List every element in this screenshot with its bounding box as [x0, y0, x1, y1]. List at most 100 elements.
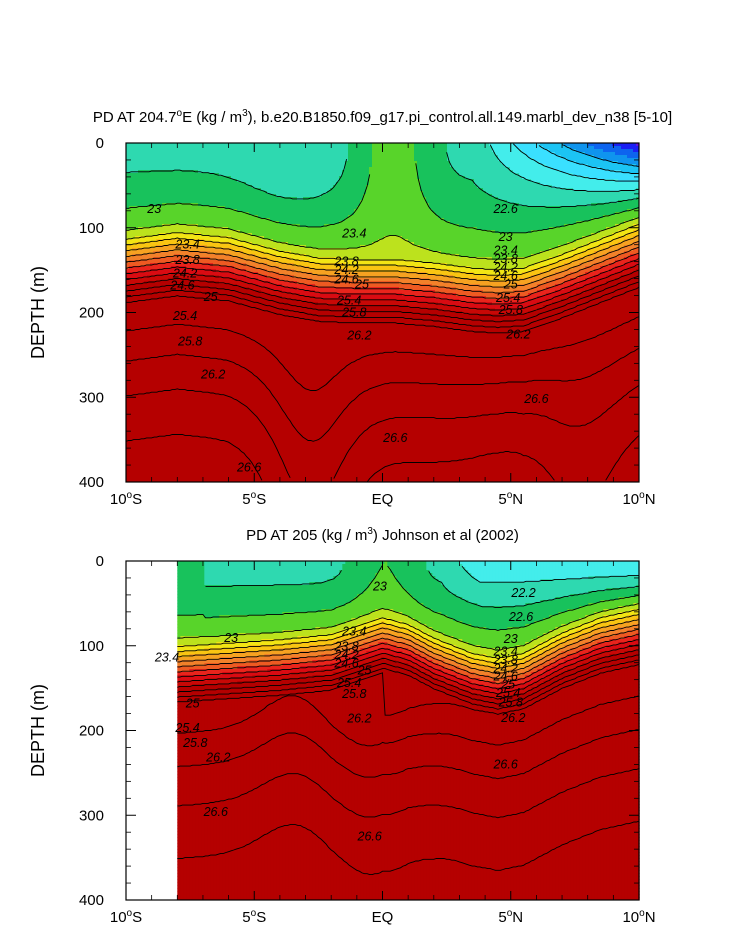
chart-title: PD AT 205 (kg / m3) Johnson et al (2002): [246, 526, 519, 544]
contour-line: [512, 143, 639, 182]
x-tick-number: EQ: [372, 491, 394, 508]
contour-label: 25: [503, 278, 518, 292]
contour-label: 24.6: [492, 669, 517, 683]
contour-line: [126, 385, 640, 479]
x-tick-number: 10: [622, 491, 639, 508]
x-tick-label: 5oN: [498, 490, 523, 508]
contour-line: [125, 252, 640, 300]
contour-label: 24.2: [492, 261, 517, 275]
contour-label: 22.2: [510, 586, 535, 600]
contour-panel-johnson: 22.222.62323.423.824.224.62525.425.826.2…: [28, 526, 656, 926]
x-tick-number: 5: [242, 909, 250, 926]
x-tick-hemisphere: N: [512, 491, 523, 508]
contour-label: 26.2: [500, 711, 525, 725]
contour-line: [126, 269, 640, 317]
x-tick-label: 5oS: [242, 490, 266, 508]
contour-line: [126, 347, 640, 442]
density-field: [177, 561, 640, 901]
x-tick-label: 10oN: [622, 908, 655, 926]
contour-line: [489, 144, 639, 192]
contour-label: 25: [354, 278, 369, 292]
contour-label: 25.8: [341, 687, 366, 701]
contour-line: [461, 565, 639, 583]
contour-line: [177, 820, 640, 876]
y-tick-label: 200: [79, 305, 104, 322]
contour-line: [126, 286, 640, 334]
contour-label: 25: [203, 290, 218, 304]
contour-line: [177, 663, 640, 716]
x-tick-number: 10: [110, 909, 127, 926]
contour-line: [177, 629, 639, 680]
contour-line: [125, 223, 640, 271]
contour-label: 23: [372, 579, 387, 593]
contour-label: 24.2: [333, 263, 358, 277]
contour-line: [177, 768, 640, 819]
x-tick-label: 10oN: [622, 490, 655, 508]
contour-label: 26.2: [200, 367, 225, 381]
contour-label: 25.4: [336, 676, 361, 690]
contour-label: 24.6: [492, 269, 517, 283]
x-tick-label: 10oS: [110, 490, 142, 508]
y-tick-label: 400: [79, 474, 104, 491]
x-tick-number: 10: [622, 909, 639, 926]
contour-label: 23.8: [333, 640, 358, 654]
contour-label: 23: [146, 202, 161, 216]
y-axis-label: DEPTH (m): [28, 684, 48, 777]
x-tick-label: 5oS: [242, 908, 266, 926]
contour-line: [177, 729, 639, 780]
y-tick-label: 0: [96, 135, 104, 152]
x-tick-hemisphere: S: [132, 909, 142, 926]
contour-label: 23.4: [341, 624, 366, 638]
contour-label: 25: [357, 663, 372, 677]
contour-label: 23: [503, 632, 518, 646]
contour-line: [126, 229, 640, 276]
contour-label: 26.6: [236, 461, 261, 475]
contour-line: [126, 152, 640, 208]
contour-label: 26.2: [346, 328, 371, 342]
contour-line: [125, 275, 640, 323]
contour-label: 25.8: [177, 334, 202, 348]
y-tick-label: 0: [96, 553, 104, 570]
x-tick-label: 10oS: [110, 908, 142, 926]
contour-line: [125, 434, 640, 483]
x-tick-hemisphere: N: [645, 491, 656, 508]
contour-line: [561, 144, 640, 168]
contour-label: 23: [498, 230, 513, 244]
contour-label: 25: [500, 678, 515, 692]
contour-label: 23.4: [174, 238, 199, 252]
contour-label: 25.8: [498, 303, 523, 317]
x-tick-hemisphere: N: [512, 909, 523, 926]
x-tick-hemisphere: N: [645, 909, 656, 926]
x-tick-label: 5oN: [498, 908, 523, 926]
contour-line: [205, 570, 639, 609]
contour-line: [126, 263, 640, 311]
contour-line: [177, 608, 640, 659]
contour-line: [177, 659, 639, 710]
x-tick-number: 10: [110, 491, 127, 508]
y-tick-label: 100: [79, 220, 104, 237]
contour-line: [126, 240, 640, 288]
contour-label: 26.6: [357, 829, 382, 843]
x-tick-number: EQ: [372, 909, 394, 926]
x-tick-label: EQ: [372, 909, 394, 926]
x-tick-number: 5: [242, 491, 250, 508]
x-tick-label: EQ: [372, 491, 394, 508]
x-tick-hemisphere: S: [132, 491, 142, 508]
contour-label: 23.8: [333, 255, 358, 269]
contour-line: [177, 613, 640, 664]
contour-label: 25.4: [495, 291, 520, 305]
contour-label: 26.6: [203, 805, 228, 819]
contour-label: 24.6: [169, 278, 194, 292]
x-tick-number: 5: [498, 491, 506, 508]
contour-label: 23.8: [492, 252, 517, 266]
y-tick-label: 300: [79, 807, 104, 824]
contour-label: 25.4: [336, 294, 361, 308]
contour-label: 25.4: [495, 686, 520, 700]
contour-label: 25: [185, 696, 200, 710]
contour-panel-model: 2323.423.824.224.62525.425.826.226.623.4…: [28, 108, 672, 508]
contour-label: 23.4: [492, 645, 517, 659]
x-tick-hemisphere: S: [256, 909, 266, 926]
contour-label: 26.6: [382, 431, 407, 445]
contour-line: [177, 564, 639, 631]
contour-line: [125, 281, 640, 329]
